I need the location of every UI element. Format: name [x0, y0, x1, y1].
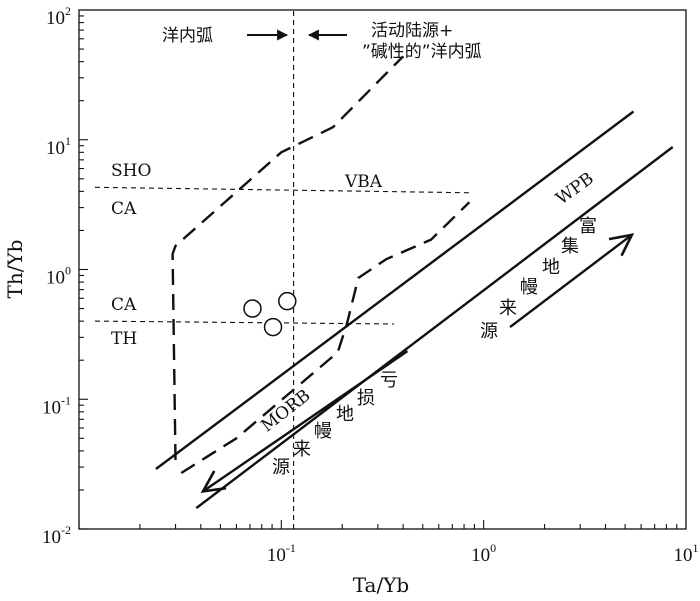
enriched-source-char-1: 来 [499, 298, 517, 319]
depleted-source-char-2: 幔 [314, 421, 332, 442]
data-point-2 [263, 317, 283, 337]
data-point-1 [278, 291, 297, 311]
plot-frame [78, 9, 687, 530]
dashed-boundaries [171, 55, 471, 475]
y-tick-label-1: 10-1 [42, 393, 71, 418]
enriched-source-char-3: 地 [542, 257, 560, 278]
y-tick-label-0: 10-2 [42, 523, 71, 548]
enriched-source-char-5: 富 [579, 216, 597, 237]
y-tick-label-3: 101 [46, 134, 71, 159]
divider-line-0 [94, 186, 473, 194]
label-ca-upper: CA [111, 199, 137, 219]
x-tick-label-2: 101 [674, 541, 699, 566]
y-tick-label-4: 102 [46, 4, 71, 29]
label-wpb: WPB [552, 169, 597, 210]
depleted-source-char-3: 地 [336, 404, 354, 425]
label-th: TH [111, 329, 137, 349]
x-ticks: 10-1 100 101 [78, 520, 699, 566]
x-axis-label: Ta/Yb [353, 573, 409, 597]
label-morb: MORB [257, 386, 314, 437]
y-ticks: 10-2 10-1 100 101 102 [42, 4, 88, 548]
y-axis-label: Th/Yb [3, 240, 27, 299]
label-oceanic-arc: 洋内弧 [162, 26, 213, 46]
x-tick-label-1: 100 [471, 541, 496, 566]
divider-lines [94, 10, 473, 529]
label-sho: SHO [111, 161, 151, 181]
dashed-boundary-1 [180, 201, 471, 475]
dashed-boundary-0 [171, 55, 405, 461]
depleted-source-char-0: 源 [272, 457, 290, 478]
divider-line-1 [94, 320, 394, 325]
label-continental-arc-2: ”碱性的”洋内弧 [362, 42, 482, 62]
enriched-source-char-0: 源 [480, 321, 498, 342]
mantle-array [155, 110, 674, 510]
label-vba: VBA [344, 172, 383, 192]
enriched-source-char-2: 幔 [520, 277, 538, 298]
depleted-source-char-4: 损 [357, 388, 375, 409]
x-tick-label-0: 10-1 [267, 541, 296, 566]
depleted-source-char-1: 来 [293, 439, 311, 460]
mantle-array-upper [155, 110, 635, 470]
data-point-0 [243, 299, 262, 318]
data-points [243, 291, 297, 337]
trend-arrow-1 [203, 350, 409, 491]
trend-arrows [203, 235, 632, 492]
enriched-source-char-4: 集 [561, 236, 579, 257]
y-tick-label-2: 100 [46, 264, 71, 289]
label-ca-lower: CA [111, 295, 137, 315]
depleted-source-char-5: 亏 [380, 370, 398, 391]
label-continental-arc-1: 活动陆源+ [371, 21, 453, 41]
mantle-array-lower [195, 146, 674, 510]
trend-arrow-0 [509, 235, 632, 329]
